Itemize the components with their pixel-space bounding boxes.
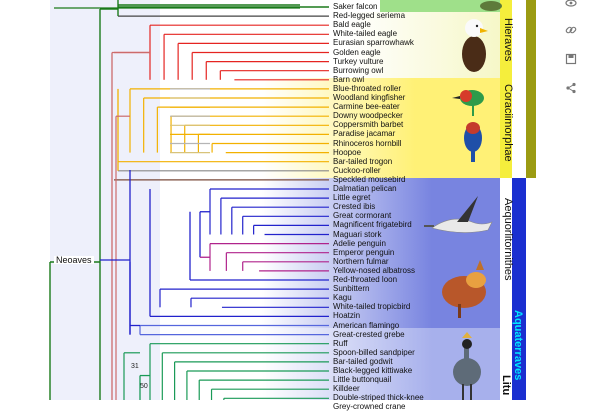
phylogenetic-tree bbox=[49, 0, 329, 400]
aequorlitornithes-block bbox=[160, 178, 500, 328]
link-icon[interactable] bbox=[560, 19, 582, 41]
taxon-label: Magnificent frigatebird bbox=[333, 220, 412, 230]
eye-icon[interactable] bbox=[560, 0, 582, 14]
taxon-label: Sunbittern bbox=[333, 284, 370, 294]
hoatzin-illustration bbox=[442, 260, 486, 318]
taxon-label: Speckled mousebird bbox=[333, 174, 406, 184]
taxon-label: Northern fulmar bbox=[333, 256, 389, 266]
hieraves-yellow-bar bbox=[500, 0, 512, 178]
taxon-label: Barn owl bbox=[333, 74, 365, 84]
clade-label-neoaves: Neoaves bbox=[54, 255, 94, 265]
taxon-label: Woodland kingfisher bbox=[333, 93, 406, 102]
taxon-label: Adelie penguin bbox=[333, 238, 386, 248]
taxon-label: Yellow-nosed albatross bbox=[333, 265, 415, 275]
bee-eater-illustration bbox=[452, 90, 484, 116]
taxon-label: Great cormorant bbox=[333, 211, 392, 221]
taxon-label: Hoatzin bbox=[333, 311, 361, 321]
clade-label-hieraves: Hieraves bbox=[502, 18, 514, 62]
taxon-label: Blue-throated roller bbox=[333, 83, 402, 93]
neoaves-shade bbox=[50, 0, 160, 400]
clade-label-aquaterraves: Aquaterraves bbox=[512, 310, 524, 381]
taxon-label: Emperor penguin bbox=[333, 247, 395, 257]
support-value-50: 50 bbox=[140, 383, 148, 390]
taxon-label: Little buttonquail bbox=[333, 375, 392, 385]
taxon-label: Double-striped thick-knee bbox=[333, 393, 424, 403]
hieraves-block bbox=[160, 12, 500, 78]
share-icon[interactable] bbox=[560, 77, 582, 99]
clade-label-coraciimorphae: Coraciimorphae bbox=[502, 84, 514, 162]
taxon-label: Red-throated loon bbox=[333, 275, 398, 284]
taxon-label: Downy woodpecker bbox=[333, 111, 403, 121]
taxon-label: Spoon-billed sandpiper bbox=[333, 347, 415, 357]
aquaterraves-bar bbox=[512, 178, 526, 400]
taxon-label: Eurasian sparrowhawk bbox=[333, 38, 414, 48]
taxon-label: Coppersmith barbet bbox=[333, 120, 404, 130]
pelican-illustration bbox=[424, 196, 493, 233]
taxon-label: Golden eagle bbox=[333, 47, 381, 57]
taxon-label: Turkey vulture bbox=[333, 56, 384, 66]
taxon-label: Dalmatian pelican bbox=[333, 184, 397, 193]
support-value-31: 31 bbox=[131, 363, 139, 370]
taxon-label: Bald eagle bbox=[333, 20, 371, 30]
litu-block bbox=[160, 328, 500, 400]
taxon-label: Burrowing owl bbox=[333, 65, 384, 75]
bald-eagle-illustration bbox=[462, 19, 488, 72]
taxon-label: Bar-tailed trogon bbox=[333, 156, 393, 166]
taxon-label: Killdeer bbox=[333, 384, 360, 394]
taxon-label: Ruff bbox=[333, 338, 348, 348]
taxon-label: White-tailed eagle bbox=[333, 29, 398, 39]
taxon-label: Kagu bbox=[333, 293, 352, 303]
taxon-label: White-tailed tropicbird bbox=[333, 302, 411, 312]
taxon-label: Great-crested grebe bbox=[333, 329, 405, 339]
taxon-label: Paradise jacamar bbox=[333, 129, 396, 139]
taxon-label: Rhinoceros hornbill bbox=[333, 138, 402, 148]
taxon-label: Saker falcon bbox=[333, 2, 378, 11]
roller-illustration bbox=[464, 122, 482, 162]
bird-top-illustration bbox=[480, 1, 502, 11]
taxon-label: American flamingo bbox=[333, 320, 400, 330]
hieraves-green-block bbox=[380, 0, 500, 12]
taxon-label: Black-legged kittiwake bbox=[333, 366, 413, 375]
taxon-label: Hoopoe bbox=[333, 147, 362, 157]
taxon-label: Red-legged seriema bbox=[333, 11, 406, 21]
crowned-crane-illustration bbox=[453, 332, 481, 400]
olive-bar bbox=[526, 0, 536, 178]
taxon-label: Grey-crowned crane bbox=[333, 402, 406, 411]
taxon-label: Cuckoo-roller bbox=[333, 165, 381, 175]
taxon-label: Carmine bee-eater bbox=[333, 102, 400, 112]
clade-label-aequorlitornithes: Aequorlitornithes bbox=[502, 198, 514, 281]
save-icon[interactable] bbox=[560, 48, 582, 70]
taxon-label: Maguari stork bbox=[333, 229, 382, 239]
taxon-label: Crested ibis bbox=[333, 202, 376, 212]
taxon-label: Bar-tailed godwit bbox=[333, 356, 393, 366]
clade-label-litu: Litu bbox=[500, 375, 512, 396]
taxon-label: Little egret bbox=[333, 193, 371, 203]
